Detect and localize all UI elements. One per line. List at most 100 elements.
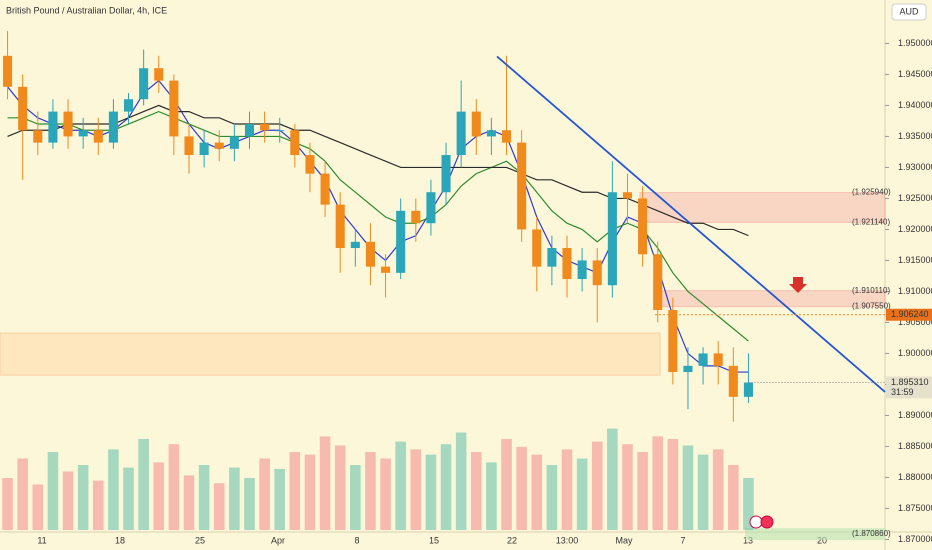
- candle-body: [713, 353, 723, 366]
- volume-bar: [244, 478, 255, 530]
- candle-body: [728, 365, 738, 397]
- candle-body: [63, 111, 73, 137]
- candle-body: [456, 111, 466, 156]
- candle-body: [275, 130, 285, 132]
- volume-bar: [380, 458, 391, 530]
- x-tick-label: 15: [429, 535, 439, 545]
- y-tick-label: 1.930000: [898, 162, 932, 172]
- y-tick-label: 1.880000: [898, 472, 932, 482]
- currency-button[interactable]: [891, 3, 927, 21]
- candle-body: [260, 124, 270, 131]
- volume-bar: [17, 458, 28, 530]
- candle-body: [48, 111, 58, 143]
- volume-bar: [304, 454, 316, 530]
- volume-bar: [652, 436, 664, 530]
- volume-bar: [334, 445, 346, 530]
- candle-body: [471, 111, 481, 137]
- volume-bar: [274, 468, 286, 530]
- y-tick-label: 1.890000: [898, 410, 932, 420]
- y-tick-label: 1.905000: [898, 317, 932, 327]
- candle-body: [547, 248, 557, 267]
- x-tick-label: 11: [37, 535, 46, 545]
- candle-body: [214, 142, 224, 149]
- volume-bar: [350, 465, 361, 530]
- candle-body: [305, 155, 315, 174]
- x-tick-label: 8: [354, 535, 359, 545]
- moving-average: [7, 110, 749, 342]
- volume-bar: [697, 454, 709, 530]
- volume-bar: [682, 445, 694, 530]
- x-tick-label: Apr: [271, 535, 285, 545]
- candle-body: [653, 254, 663, 311]
- candle-body: [290, 130, 300, 156]
- volume-bar: [123, 467, 134, 530]
- volume-bar: [395, 441, 406, 530]
- volume-bar: [591, 441, 603, 530]
- candle-body: [199, 142, 209, 156]
- currency-label: AUD: [899, 6, 919, 16]
- arrow: [789, 277, 807, 293]
- volume-bar: [213, 483, 225, 530]
- volume-bar: [410, 449, 422, 530]
- price-tag-label: 1.895310: [891, 377, 929, 387]
- moving-average: [7, 79, 749, 373]
- candle-body: [335, 204, 345, 249]
- moving-average: [7, 104, 749, 237]
- y-tick-label: 1.950000: [898, 38, 932, 48]
- candle-body: [607, 192, 617, 286]
- x-tick-label: 7: [680, 535, 685, 545]
- candle-body: [411, 210, 421, 224]
- candle-body: [244, 124, 255, 137]
- candle-body: [532, 229, 542, 267]
- icon: [749, 515, 763, 529]
- candle-body: [698, 353, 708, 366]
- chart-title: British Pound / Australian Dollar, 4h, I…: [6, 5, 167, 15]
- y-tick-label: 1.910000: [898, 286, 932, 296]
- volume-bar: [622, 444, 633, 530]
- level-label: (1.910110): [852, 286, 890, 295]
- volume-bar: [470, 452, 482, 530]
- volume-bar: [365, 452, 376, 530]
- volume-bar: [168, 444, 180, 530]
- candle-body: [320, 173, 330, 205]
- price-tag: [886, 376, 932, 399]
- volume-bar: [32, 484, 44, 530]
- volume-bar: [319, 436, 331, 530]
- volume-bar: [229, 467, 240, 530]
- x-tick-label: 20: [817, 535, 827, 545]
- candle-body: [501, 130, 512, 143]
- candle-body: [169, 80, 179, 137]
- x-tick-label: 18: [115, 535, 125, 545]
- volume-bar: [92, 480, 104, 530]
- volume-bar: [607, 428, 618, 530]
- level-label: (1.925940): [852, 188, 891, 197]
- y-tick-label: 1.915000: [898, 255, 932, 265]
- volume-bar: [531, 454, 543, 530]
- candle-body: [108, 111, 118, 143]
- volume-bar: [743, 478, 754, 530]
- level-label: (1.921140): [852, 217, 890, 226]
- candle-body: [350, 241, 360, 249]
- volume-bar: [2, 478, 13, 530]
- candle-body: [441, 155, 451, 193]
- candle-body: [381, 266, 391, 273]
- volume-bar: [259, 458, 270, 530]
- volume-bar: [440, 444, 452, 530]
- y-tick-label: 1.945000: [898, 69, 932, 79]
- candle-body: [93, 130, 103, 143]
- support-zone: [745, 528, 885, 541]
- y-tick-label: 1.900000: [898, 348, 932, 358]
- volume-bar: [501, 439, 512, 530]
- candle-body: [426, 192, 436, 224]
- y-tick-label: 1.920000: [898, 224, 932, 234]
- volume-bar: [637, 452, 648, 530]
- candle-body: [396, 210, 406, 273]
- volume-bar: [546, 465, 558, 530]
- y-tick-label: 1.940000: [898, 100, 932, 110]
- x-tick-label: May: [615, 535, 633, 545]
- candle-body: [123, 99, 134, 112]
- volume-bar: [667, 439, 679, 530]
- candle-body: [486, 130, 496, 137]
- candle-body: [18, 86, 28, 131]
